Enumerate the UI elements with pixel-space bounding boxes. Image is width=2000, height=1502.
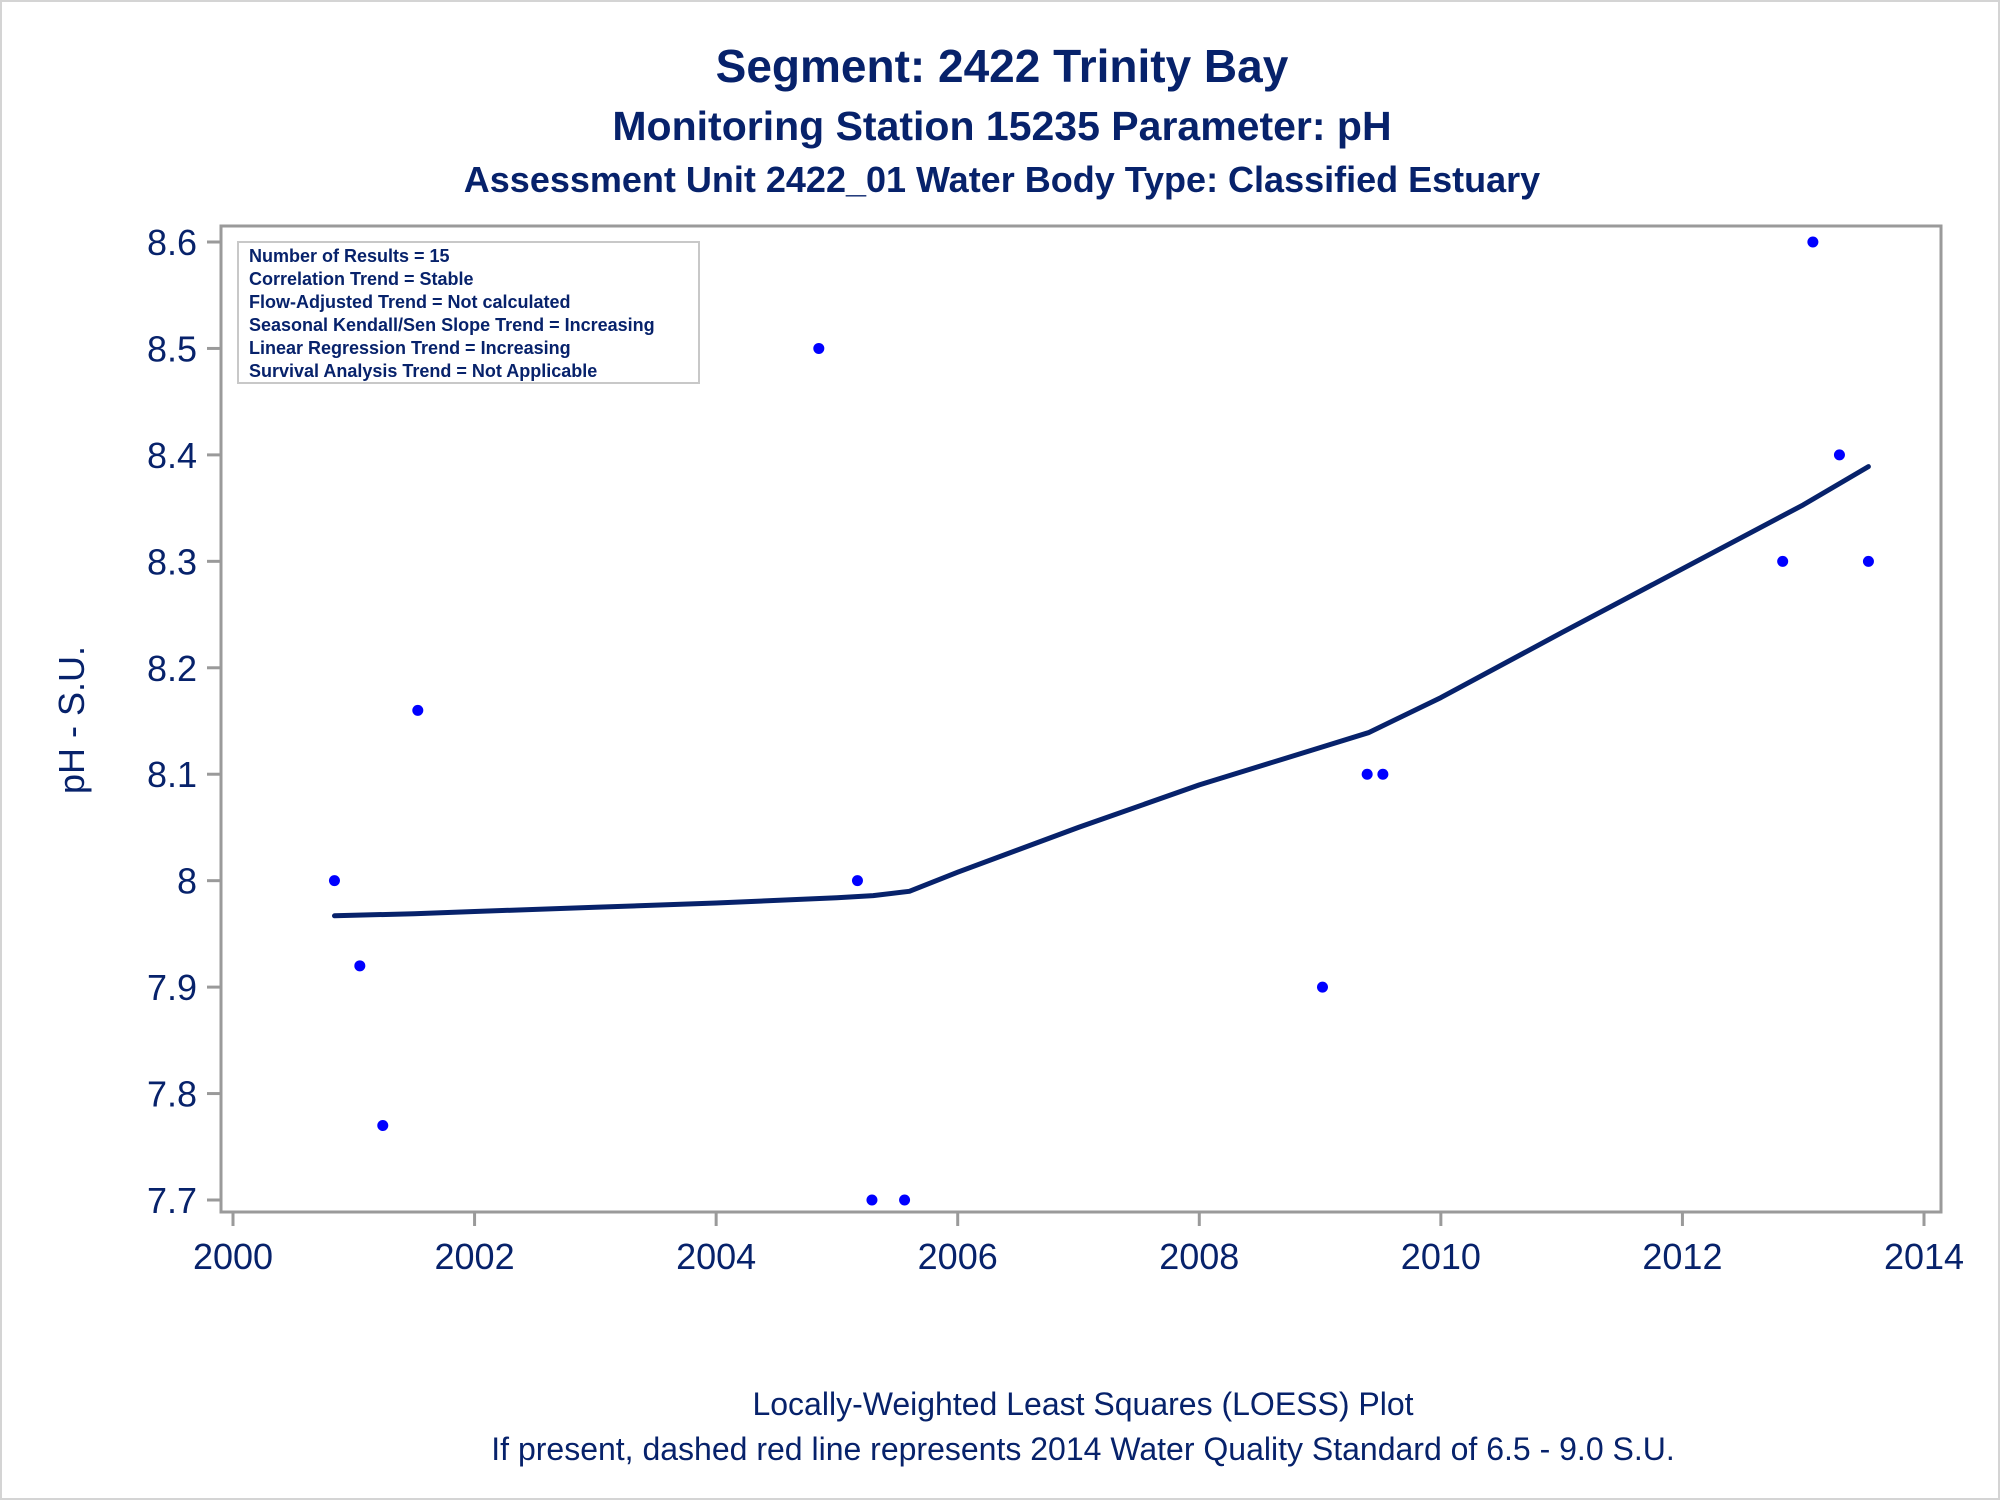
- stats-line-survival: Survival Analysis Trend = Not Applicable: [249, 361, 597, 381]
- stats-line-correlation: Correlation Trend = Stable: [249, 269, 474, 289]
- data-point: [1377, 768, 1389, 780]
- data-point: [851, 875, 863, 887]
- x-tick-label: 2012: [1642, 1236, 1722, 1277]
- data-points-group: [328, 236, 1874, 1206]
- data-point: [354, 960, 366, 972]
- stats-line-seasonal-kendall: Seasonal Kendall/Sen Slope Trend = Incre…: [249, 315, 655, 335]
- chart-subtitle-station: Monitoring Station 15235 Parameter: pH: [612, 103, 1391, 149]
- x-tick-label: 2008: [1159, 1236, 1239, 1277]
- stats-line-flow-adjusted: Flow-Adjusted Trend = Not calculated: [249, 292, 571, 312]
- x-tick-label: 2014: [1884, 1236, 1964, 1277]
- data-point: [412, 704, 424, 716]
- data-point: [866, 1194, 878, 1206]
- x-tick-label: 2004: [676, 1236, 756, 1277]
- loess-curve-group: [332, 464, 1871, 919]
- loess-line: [332, 464, 1871, 919]
- stats-legend-box: Number of Results = 15 Correlation Trend…: [237, 241, 700, 384]
- data-point: [328, 875, 340, 887]
- y-tick-label: 8.2: [147, 648, 197, 689]
- footnote-loess: Locally-Weighted Least Squares (LOESS) P…: [752, 1386, 1413, 1422]
- y-tick-label: 8.4: [147, 435, 197, 476]
- y-tick-label: 8.5: [147, 328, 197, 369]
- y-tick-label: 7.7: [147, 1180, 197, 1221]
- data-point: [1807, 236, 1819, 248]
- x-axis: 2000 2002 2004 2006 2008 2010 2012 2014: [193, 1212, 1964, 1277]
- y-tick-label: 7.9: [147, 967, 197, 1008]
- y-axis-label: pH - S.U.: [51, 646, 92, 794]
- footnote-standard: If present, dashed red line represents 2…: [491, 1431, 1674, 1467]
- chart-subtitle-assessment: Assessment Unit 2422_01 Water Body Type:…: [464, 159, 1540, 200]
- data-point: [1833, 449, 1845, 461]
- x-tick-label: 2010: [1401, 1236, 1481, 1277]
- stats-line-linear-regression: Linear Regression Trend = Increasing: [249, 338, 571, 358]
- x-tick-label: 2006: [918, 1236, 998, 1277]
- stats-line-results: Number of Results = 15: [249, 246, 450, 266]
- y-tick-label: 8.1: [147, 754, 197, 795]
- data-point: [1361, 768, 1373, 780]
- plot-area-frame: [219, 224, 1943, 1214]
- y-tick-label: 8: [177, 861, 197, 902]
- y-tick-label: 7.8: [147, 1074, 197, 1115]
- stats-legend-frame: [237, 241, 700, 384]
- chart-title: Segment: 2422 Trinity Bay: [716, 40, 1289, 92]
- y-axis: 7.7 7.8 7.9 8 8.1 8.2 8.3 8.4 8.5 8.6: [147, 222, 221, 1221]
- y-tick-label: 8.3: [147, 541, 197, 582]
- data-point: [1862, 555, 1874, 567]
- data-point: [899, 1194, 911, 1206]
- x-tick-label: 2002: [435, 1236, 515, 1277]
- data-point: [1316, 981, 1328, 993]
- y-tick-label: 8.6: [147, 222, 197, 263]
- data-point: [1777, 555, 1789, 567]
- data-point: [813, 342, 825, 354]
- x-tick-label: 2000: [193, 1236, 273, 1277]
- data-point: [377, 1119, 389, 1131]
